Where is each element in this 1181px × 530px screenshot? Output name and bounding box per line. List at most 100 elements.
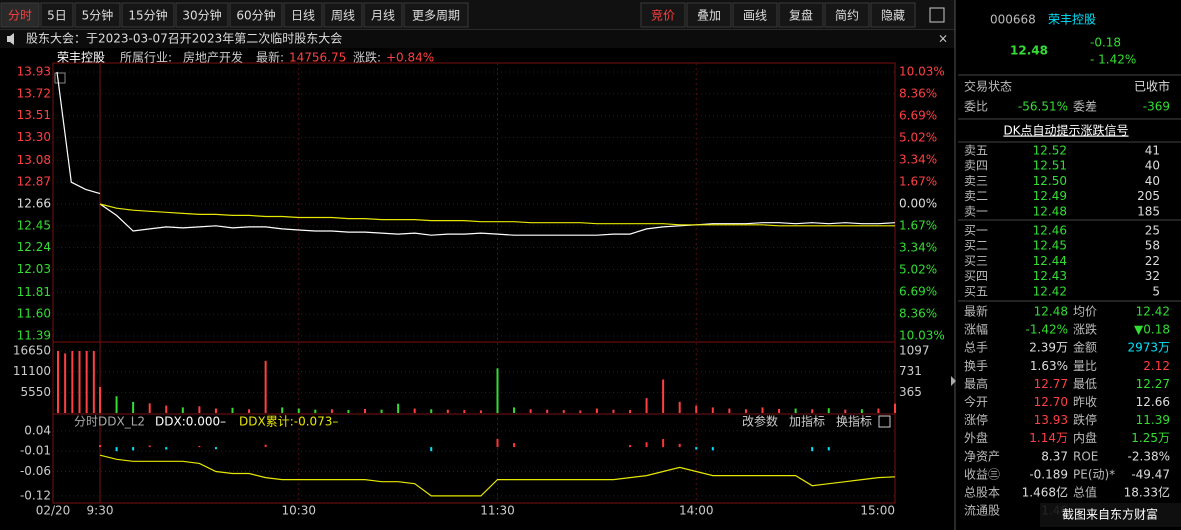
- period-tab[interactable]: [403, 2, 469, 28]
- y-tick-label: -0.12: [20, 488, 51, 502]
- period-tab[interactable]: [74, 2, 121, 28]
- settings-icon[interactable]: [878, 415, 891, 428]
- ddx-bar: [662, 438, 665, 448]
- chart-title: 荣丰控股: [57, 51, 105, 65]
- y-tick-label: 11.39: [17, 329, 51, 343]
- fullscreen-icon[interactable]: [929, 7, 945, 23]
- volume-bar: [678, 401, 681, 413]
- period-tab[interactable]: [0, 2, 40, 28]
- stat-value: 12.42: [1136, 305, 1170, 319]
- volume-bar: [761, 407, 764, 413]
- period-tab-label: 30分钟: [182, 8, 221, 23]
- stat-value: 12.27: [1136, 377, 1170, 391]
- period-tab-label: 月线: [371, 9, 395, 23]
- period-tab[interactable]: [40, 2, 74, 28]
- y-tick-label: 12.66: [17, 197, 51, 211]
- ddx-bar: [827, 447, 830, 451]
- book-price: 12.45: [1033, 239, 1067, 253]
- indicator-button[interactable]: 换指标: [836, 414, 872, 429]
- tool-button[interactable]: [778, 2, 824, 28]
- book-label: 卖三: [964, 174, 988, 188]
- price-line: [99, 203, 896, 236]
- stat-label: 最高: [964, 376, 988, 391]
- ddx-bar: [198, 445, 201, 448]
- collapse-arrow[interactable]: [951, 376, 956, 386]
- volume-bar: [662, 379, 665, 413]
- last-price: 12.48: [1010, 44, 1048, 58]
- tool-button-label: 复盘: [789, 8, 813, 23]
- indicator-button[interactable]: 改参数: [742, 414, 778, 429]
- stat-label: 净资产: [964, 449, 1000, 463]
- close-icon[interactable]: ×: [938, 32, 948, 46]
- stat-value: 12.66: [1136, 395, 1170, 409]
- auction-line: [56, 71, 101, 195]
- book-volume: 22: [1145, 254, 1160, 268]
- stat-label: 量比: [1073, 359, 1097, 373]
- ddx-bar: [496, 438, 499, 448]
- stat-label: ROE: [1073, 449, 1098, 463]
- indicator-button[interactable]: 加指标: [789, 414, 825, 429]
- stat-label: 收益㊂: [964, 467, 1000, 481]
- book-label: 买一: [964, 224, 988, 238]
- period-tab[interactable]: [229, 2, 283, 28]
- y2-tick-label: 0.00%: [899, 197, 937, 211]
- volume-bar: [231, 407, 234, 413]
- volume-bar: [364, 408, 366, 413]
- volume-bar: [546, 409, 549, 413]
- stat-label: 涨跌: [1073, 322, 1097, 337]
- x-tick-label: 11:30: [480, 504, 515, 518]
- stat-value: 18.33亿: [1124, 485, 1170, 500]
- y-tick-label: 12.45: [17, 218, 51, 232]
- ddx-bar: [430, 447, 433, 452]
- price-change: -0.18: [1090, 36, 1121, 50]
- stat-label: 涨停: [964, 412, 988, 427]
- ddx-bar: [513, 443, 516, 448]
- tool-button[interactable]: [824, 2, 870, 28]
- y2-tick-label: 5.02%: [899, 130, 937, 144]
- volume-bar: [92, 351, 95, 413]
- volume-bar: [64, 353, 67, 413]
- average-line: [99, 203, 895, 227]
- stat-value: 11.39: [1136, 413, 1170, 427]
- period-tab[interactable]: [121, 2, 175, 28]
- ddx-bar: [711, 447, 714, 451]
- book-label: 卖五: [964, 144, 988, 158]
- stat-label: 跌停: [1073, 412, 1097, 427]
- ratio-value: -56.51%: [1018, 100, 1068, 114]
- tool-button[interactable]: [686, 2, 732, 28]
- stat-label: 昨收: [1073, 395, 1097, 409]
- tool-button[interactable]: [870, 2, 916, 28]
- book-volume: 185: [1137, 204, 1160, 218]
- ddx-frame: [52, 413, 896, 504]
- ratio-label: 委比: [964, 100, 988, 114]
- volume-bar: [99, 386, 101, 413]
- indicator-title: 分时DDX_L2: [74, 415, 145, 429]
- volume-bar: [612, 409, 615, 413]
- signal-link[interactable]: DK点自动提示涨跌信号: [1003, 123, 1128, 138]
- period-tab-label: 周线: [331, 9, 355, 23]
- info-value: 房地产开发: [183, 50, 243, 65]
- period-tab[interactable]: [175, 2, 229, 28]
- volume-bar: [744, 409, 747, 413]
- book-volume: 5: [1152, 284, 1160, 298]
- book-price: 12.49: [1033, 189, 1067, 203]
- info-value: +0.84%: [386, 51, 434, 65]
- stat-value: 12.77: [1034, 377, 1068, 391]
- ddx-bar: [629, 445, 631, 448]
- period-tab-label: 更多周期: [412, 9, 460, 23]
- y2-tick-label: 1097: [899, 344, 930, 358]
- indicator-legend: DDX:0.000–: [155, 415, 226, 429]
- book-label: 卖一: [964, 204, 988, 218]
- period-tab-label: 15分钟: [128, 8, 167, 23]
- tool-button-label: 叠加: [697, 9, 721, 23]
- period-tab[interactable]: [283, 2, 323, 28]
- x-tick-label: 15:00: [860, 504, 895, 518]
- period-tab[interactable]: [323, 2, 363, 28]
- tool-button[interactable]: [732, 2, 778, 28]
- tool-button[interactable]: [640, 2, 686, 28]
- stat-value: -1.42%: [1026, 323, 1068, 337]
- period-tab[interactable]: [363, 2, 403, 28]
- volume-bar: [860, 409, 863, 413]
- info-label: 最新:: [256, 50, 284, 65]
